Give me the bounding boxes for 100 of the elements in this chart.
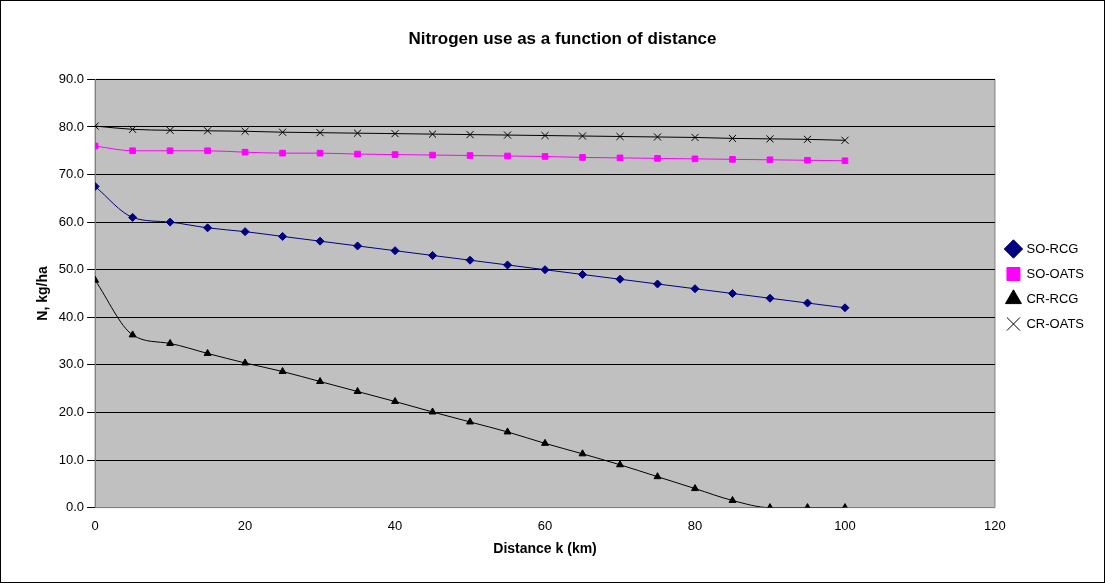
y-tick-label: 60.0 <box>58 213 85 229</box>
point <box>765 134 775 143</box>
point <box>129 147 136 155</box>
point <box>391 397 400 404</box>
point <box>466 417 475 425</box>
point <box>428 250 438 260</box>
point <box>653 132 662 142</box>
point <box>203 348 212 356</box>
point <box>804 156 811 164</box>
point <box>653 472 662 480</box>
point <box>316 128 325 137</box>
point <box>541 131 550 140</box>
point <box>278 231 288 241</box>
x-tick-label: 40 <box>387 517 403 533</box>
point <box>429 151 436 159</box>
point <box>841 157 849 165</box>
point <box>354 150 361 158</box>
point <box>353 241 363 251</box>
legend-label: CR-RCG <box>1026 290 1079 306</box>
point <box>466 152 474 159</box>
point <box>504 152 511 160</box>
point <box>391 151 399 158</box>
point <box>579 154 586 161</box>
y-tick-label: 20.0 <box>58 404 85 420</box>
point <box>165 217 175 227</box>
y-tick-label: 90.0 <box>58 70 85 86</box>
point <box>503 131 512 140</box>
x-tick-label: 80 <box>687 517 703 533</box>
point <box>128 212 138 222</box>
point <box>241 358 250 366</box>
point <box>541 153 549 160</box>
x-tick-label: 20 <box>237 517 253 533</box>
point <box>316 377 325 385</box>
point <box>279 149 286 157</box>
point <box>540 265 550 275</box>
point <box>766 156 774 164</box>
point <box>428 407 437 415</box>
point <box>615 274 625 284</box>
legend-label: CR-OATS <box>1026 315 1085 331</box>
point <box>128 330 137 338</box>
point <box>616 154 624 162</box>
point <box>428 130 437 139</box>
x-tick-label: 100 <box>834 517 856 533</box>
y-tick-label: 40.0 <box>58 308 85 324</box>
y-tick-label: 30.0 <box>58 356 85 372</box>
point <box>203 223 213 233</box>
point <box>466 130 475 139</box>
point <box>802 298 812 308</box>
point <box>541 438 549 446</box>
point <box>765 293 775 303</box>
point <box>241 127 250 136</box>
point <box>578 131 587 141</box>
y-tick-label: 70.0 <box>58 166 85 182</box>
point <box>465 255 475 265</box>
point <box>728 134 737 143</box>
point <box>615 132 625 141</box>
y-axis-title: N, kg/ha <box>34 266 51 321</box>
point <box>728 495 737 503</box>
point <box>353 129 362 138</box>
point <box>690 133 700 142</box>
point <box>241 148 249 156</box>
point <box>316 149 324 157</box>
point <box>166 126 175 135</box>
point <box>578 269 588 279</box>
point <box>840 303 850 313</box>
y-tick-label: 10.0 <box>58 451 85 467</box>
point <box>691 155 699 163</box>
point <box>166 147 174 155</box>
point <box>353 387 362 395</box>
y-tick-label: 0.0 <box>66 499 85 515</box>
point <box>278 367 287 375</box>
x-tick-label: 0 <box>91 517 99 533</box>
point <box>653 279 663 289</box>
point <box>578 449 587 457</box>
y-tick-label: 80.0 <box>58 118 85 134</box>
point <box>728 289 737 298</box>
point <box>391 129 400 138</box>
chart-title: Nitrogen use as a function of distance <box>408 28 717 48</box>
point <box>840 136 850 145</box>
x-tick-label: 60 <box>537 517 553 533</box>
point <box>203 126 212 135</box>
point <box>128 125 137 134</box>
legend-label: SO-RCG <box>1026 240 1079 256</box>
x-tick-label: 120 <box>984 517 1006 533</box>
point <box>240 227 250 237</box>
point <box>616 460 624 468</box>
legend-label: SO-OATS <box>1026 265 1085 281</box>
point <box>503 427 512 435</box>
point <box>315 236 325 246</box>
point <box>503 260 513 270</box>
point <box>691 484 699 492</box>
point <box>729 156 736 163</box>
y-tick-label: 50.0 <box>58 261 85 277</box>
x-axis-title: Distance k (km) <box>493 540 597 557</box>
point <box>390 246 400 256</box>
point <box>166 338 175 346</box>
point <box>204 147 211 155</box>
point <box>278 128 287 137</box>
point <box>803 135 812 144</box>
point <box>690 284 700 294</box>
